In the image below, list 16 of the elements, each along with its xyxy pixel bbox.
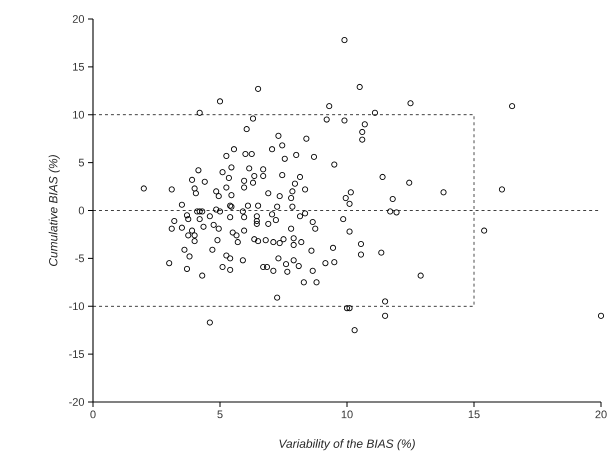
- y-tick-label: -20: [69, 398, 84, 406]
- x-tick-label: 10: [342, 410, 353, 418]
- y-tick-label: -15: [69, 350, 84, 358]
- x-axis-title: Variability of the BIAS (%): [279, 439, 415, 450]
- x-tick-label: 0: [90, 410, 96, 418]
- y-tick-label: -10: [69, 302, 84, 310]
- y-tick-label: 5: [78, 158, 84, 166]
- x-tick-label: 5: [217, 410, 223, 418]
- y-tick-label: -5: [75, 254, 84, 262]
- y-tick-label: 20: [72, 15, 84, 23]
- y-tick-label: 15: [73, 63, 84, 71]
- x-tick-label: 20: [595, 410, 607, 418]
- y-axis-title: Cumulative BIAS (%): [48, 155, 60, 266]
- y-tick-label: 0: [78, 206, 84, 214]
- x-tick-label: 15: [468, 410, 480, 418]
- y-tick-label: 10: [73, 110, 84, 119]
